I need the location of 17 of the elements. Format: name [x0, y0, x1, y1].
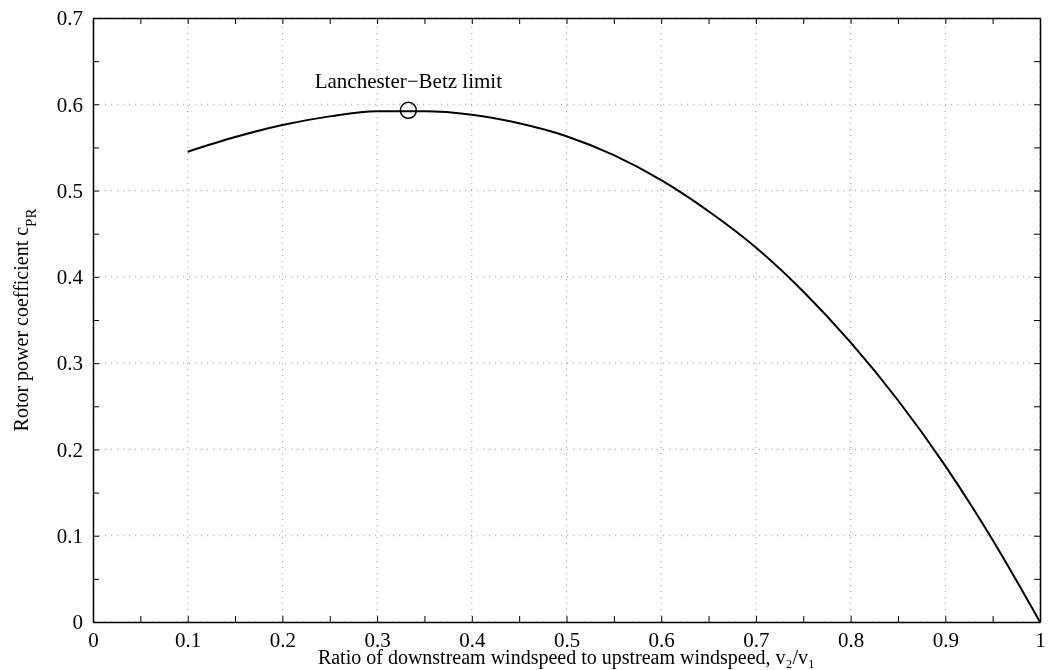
x-tick-label: 0.1: [175, 627, 202, 652]
y-tick-label: 0.7: [56, 6, 83, 31]
x-tick-label: 0.8: [837, 627, 865, 652]
x-tick-label: 0.6: [648, 627, 675, 652]
annotation: Lanchester−Betz limit: [314, 69, 503, 94]
x-tick-label: 1: [1035, 627, 1046, 652]
y-tick-label: 0.6: [56, 92, 83, 117]
y-tick-label: 0: [72, 610, 83, 635]
y-tick-label: 0.5: [56, 178, 83, 203]
x-tick-label: 0.4: [459, 627, 486, 652]
x-tick-label: 0.9: [932, 627, 959, 652]
x-tick-label: 0: [88, 627, 99, 652]
y-tick-label: 0.2: [56, 437, 83, 462]
y-tick-label: 0.3: [56, 351, 83, 376]
x-tick-label: 0.2: [269, 627, 297, 652]
y-tick-label: 0.4: [56, 265, 84, 290]
y-tick-label: 0.1: [56, 523, 83, 548]
